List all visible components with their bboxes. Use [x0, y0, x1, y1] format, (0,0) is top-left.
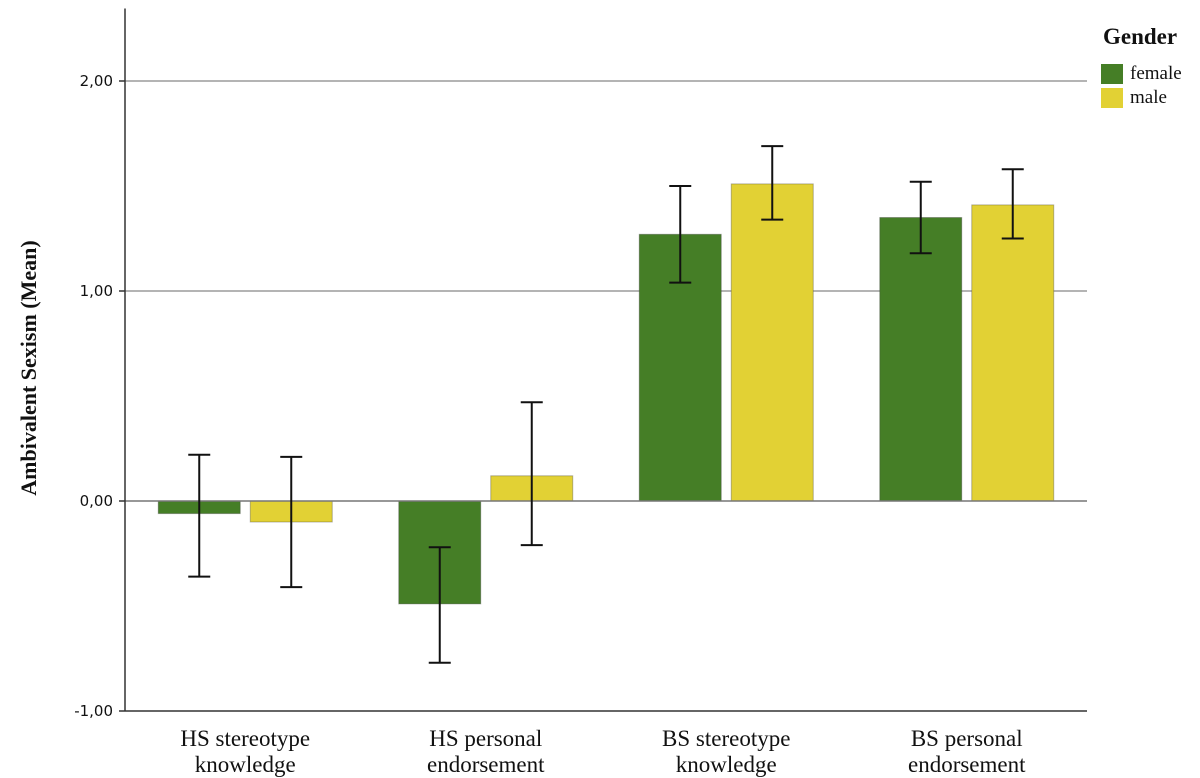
x-category-label-line: knowledge [676, 752, 777, 777]
error-bar-male [520, 401, 543, 547]
error-bar-male [1001, 168, 1024, 240]
error-bar-female [188, 453, 211, 578]
y-tick-label: 0,00 [80, 492, 113, 510]
bar-male [971, 204, 1055, 502]
bars [157, 183, 1055, 605]
legend-items: female male [1101, 63, 1182, 108]
legend-label-female: female [1130, 63, 1182, 84]
error-bars [188, 145, 1024, 664]
x-category-label: BS stereotype knowledge [662, 726, 790, 777]
error-bar-female [909, 180, 932, 255]
x-category-label-line: endorsement [908, 752, 1026, 777]
legend-swatch-male [1101, 88, 1123, 108]
x-category-label: BS personal endorsement [908, 726, 1026, 777]
x-category-label-line: HS personal [429, 726, 542, 751]
error-bar-female [669, 185, 692, 284]
legend: Gender female male [1101, 24, 1182, 108]
legend-swatch-female [1101, 64, 1123, 84]
error-bar-male [761, 145, 784, 221]
x-category-label-line: endorsement [427, 752, 545, 777]
y-tick-label: 2,00 [80, 72, 113, 90]
axes [119, 8, 1087, 712]
bar-female [879, 217, 963, 502]
legend-title: Gender [1103, 24, 1177, 49]
y-axis-title: Ambivalent Sexism (Mean) [16, 240, 41, 495]
x-category-label-line: BS personal [911, 726, 1023, 751]
x-category-label: HS personal endorsement [427, 726, 545, 777]
legend-label-male: male [1130, 87, 1167, 108]
y-tick-label: 1,00 [80, 282, 113, 300]
error-bar-female [428, 546, 451, 664]
x-category-label-line: BS stereotype [662, 726, 790, 751]
error-bar-male [280, 455, 303, 589]
y-tick-labels: -1,00 0,00 1,00 2,00 [74, 72, 113, 720]
bar-male [730, 183, 814, 502]
x-category-label-line: HS stereotype [180, 726, 310, 751]
x-category-label: HS stereotype knowledge [180, 726, 310, 777]
x-category-label-line: knowledge [195, 752, 296, 777]
y-tick-label: -1,00 [74, 702, 113, 720]
